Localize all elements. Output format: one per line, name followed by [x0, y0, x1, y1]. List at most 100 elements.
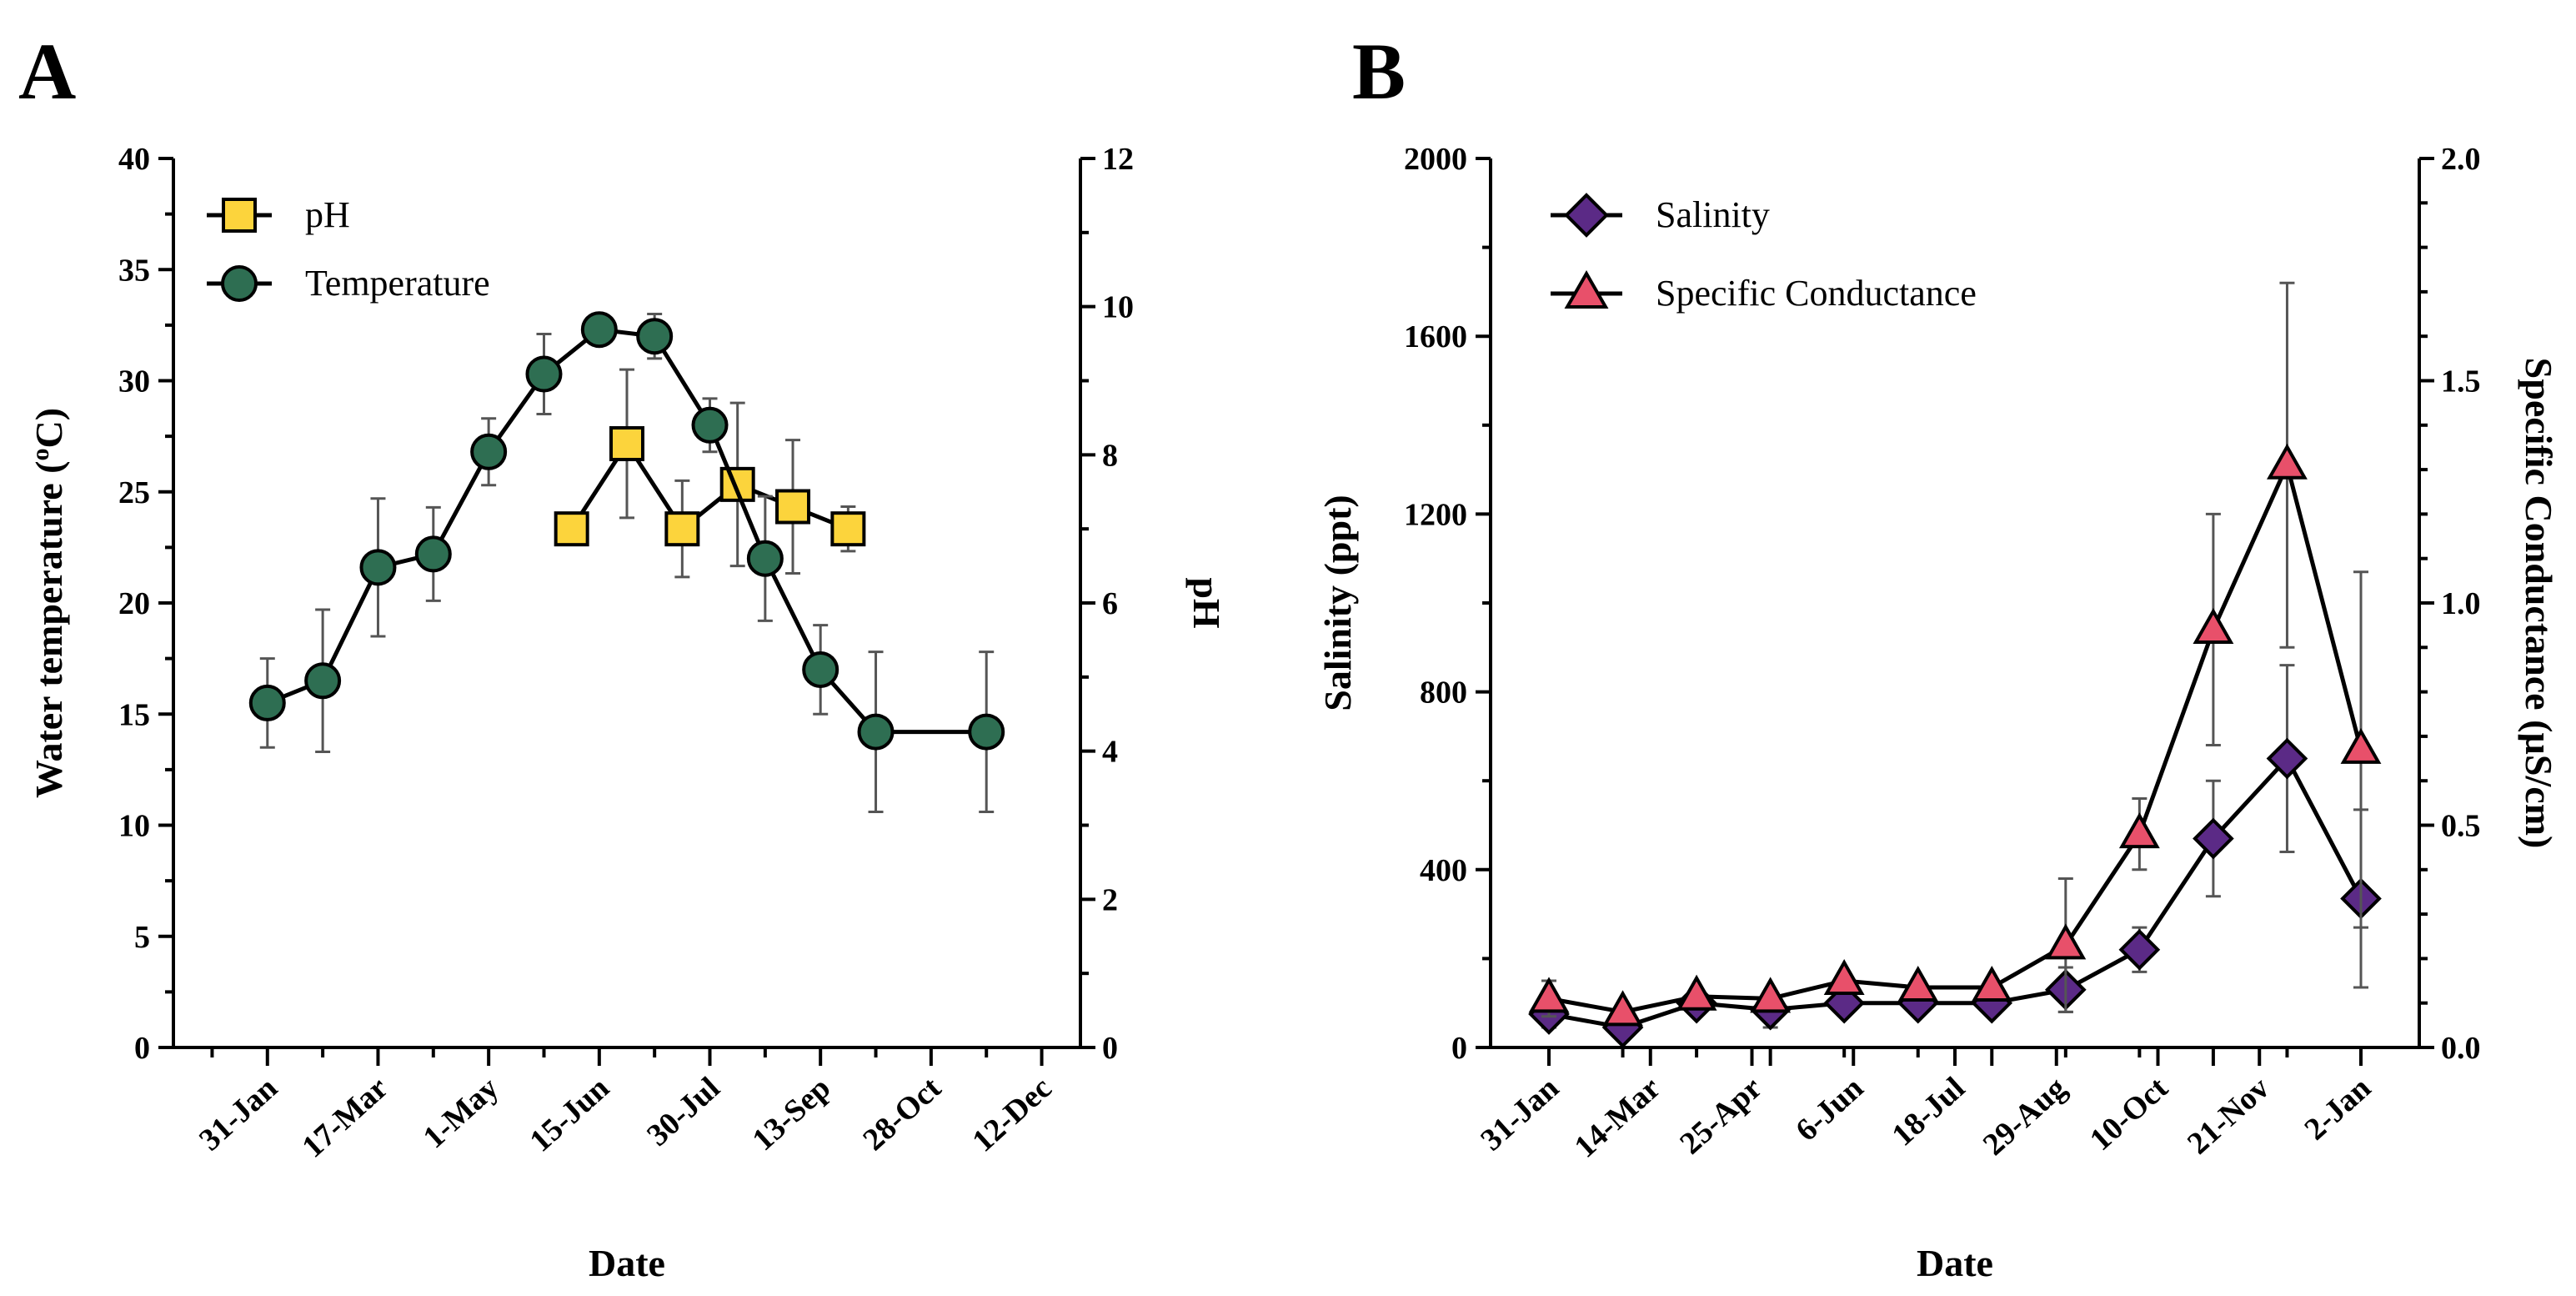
data-point: [1971, 965, 2012, 1002]
legend-ph-marker: [222, 198, 257, 233]
x-tick-label: 13-Sep: [746, 1070, 838, 1158]
y-tick-label: 1200: [1404, 497, 1467, 532]
legend-salinity-marker: [1564, 193, 1609, 238]
data-point: [691, 406, 729, 444]
data-point: [1676, 974, 1717, 1011]
panel-a-chart: A 0 5 10 15 20 25 30 35 40 0 2 4 6 8 10 12 31-Jan 17-Ma…: [18, 27, 1228, 1284]
y-tick-label: 25: [118, 475, 150, 510]
data-point: [304, 662, 342, 700]
data-point: [664, 511, 700, 547]
y-tick-label: 10: [118, 809, 150, 844]
legend-salinity-label: Salinity: [1656, 194, 1770, 235]
x-tick-label: 1-May: [417, 1070, 506, 1155]
y-tick-label: 35: [118, 253, 150, 288]
x-tick-label: 17-Mar: [295, 1070, 394, 1164]
panel-b-x-ticks: 31-Jan 14-Mar 25-Apr 6-Jun 18-Jul 29-Aug 10-Oc…: [1474, 1047, 2378, 1165]
data-point: [1602, 990, 1643, 1027]
panel-b-legend: Salinity Specific Conductance: [1551, 193, 1977, 314]
panel-b-y-axis-title: Salinity (ppt): [1316, 495, 1359, 711]
x-tick-label: 21-Nov: [2181, 1070, 2276, 1161]
y-tick-label: 20: [118, 586, 150, 621]
data-point: [2267, 443, 2308, 480]
legend-temperature-label: Temperature: [305, 263, 490, 304]
panel-b-x-axis-title: Date: [1917, 1242, 1993, 1284]
y-tick-label: 30: [118, 364, 150, 399]
data-point: [2118, 928, 2161, 971]
data-point: [248, 684, 286, 721]
y2-tick-label: 0.5: [2441, 809, 2481, 844]
panel-a-y2-axis-title: pH: [1185, 577, 1228, 629]
x-tick-label: 2-Jan: [2298, 1070, 2378, 1147]
y2-tick-label: 2: [1102, 882, 1118, 917]
series-specific-conductance: [1528, 281, 2382, 1027]
data-point: [554, 511, 589, 547]
panel-a-series: [248, 311, 1005, 814]
x-tick-label: 31-Jan: [1474, 1070, 1566, 1158]
panel-b-letter: B: [1352, 27, 1406, 116]
y-tick-label: 2000: [1404, 142, 1467, 177]
y2-tick-label: 6: [1102, 586, 1118, 621]
data-point: [2193, 607, 2234, 644]
panel-a-legend: pH Temperature: [207, 194, 490, 304]
data-point: [359, 549, 397, 586]
panel-b-series: [1528, 281, 2382, 1048]
x-tick-label: 12-Dec: [965, 1070, 1058, 1158]
legend-specific-conductance-label: Specific Conductance: [1656, 273, 1977, 314]
data-point: [414, 535, 452, 573]
legend-specific-conductance-marker: [1564, 269, 1609, 309]
y2-tick-label: 1.5: [2441, 364, 2481, 399]
x-tick-label: 30-Jul: [640, 1070, 726, 1153]
x-tick-label: 25-Apr: [1673, 1070, 1768, 1161]
x-tick-label: 18-Jul: [1886, 1070, 1972, 1153]
panel-b-y-ticks: 0 400 800 1200 1600 2000: [1404, 142, 1491, 1066]
data-point: [830, 511, 866, 547]
y-tick-label: 0: [1451, 1031, 1467, 1066]
data-point: [802, 651, 839, 688]
x-tick-label: 10-Oct: [2083, 1070, 2175, 1158]
y2-tick-label: 2.0: [2441, 142, 2481, 177]
y-tick-label: 40: [118, 142, 150, 177]
panel-a-letter: A: [18, 27, 76, 116]
data-point: [609, 426, 644, 462]
panel-b-chart: B 0 400 800 1200 1600 2000 0.0 0.5 1.0 1.5 2.0 31…: [1316, 27, 2560, 1284]
y2-tick-label: 0: [1102, 1031, 1118, 1066]
data-point: [775, 489, 811, 525]
x-tick-label: 31-Jan: [193, 1070, 284, 1158]
series-ph: [554, 368, 866, 579]
legend-ph-label: pH: [305, 194, 350, 235]
y2-tick-label: 12: [1102, 142, 1134, 177]
y-tick-label: 1600: [1404, 319, 1467, 354]
data-point: [2118, 812, 2160, 849]
data-point: [746, 540, 784, 577]
y2-tick-label: 1.0: [2441, 586, 2481, 621]
x-tick-label: 28-Oct: [856, 1070, 948, 1158]
data-point: [525, 355, 563, 393]
panel-b-y2-axis-title: Specific Conductance (µS/cm): [2518, 358, 2560, 849]
y-tick-label: 0: [134, 1031, 150, 1066]
data-point: [2340, 727, 2382, 764]
data-point: [2045, 923, 2087, 960]
panel-a-y-axis-title: Water temperature (oC): [27, 408, 71, 798]
y-tick-label: 800: [1420, 676, 1467, 711]
y-tick-label: 400: [1420, 853, 1467, 888]
data-point: [636, 318, 674, 355]
panel-a-y-ticks: 0 5 10 15 20 25 30 35 40: [118, 142, 173, 1066]
y-tick-label: 5: [134, 920, 150, 955]
x-tick-label: 29-Aug: [1977, 1070, 2073, 1162]
y2-tick-label: 4: [1102, 735, 1118, 770]
series-temperature: [248, 311, 1005, 814]
y2-tick-label: 8: [1102, 438, 1118, 473]
y-tick-label: 15: [118, 697, 150, 732]
data-point: [968, 713, 1005, 751]
data-point: [580, 311, 618, 349]
data-point: [470, 433, 508, 470]
data-point: [1750, 977, 1792, 1013]
x-tick-label: 6-Jun: [1789, 1070, 1870, 1148]
y2-tick-label: 0.0: [2441, 1031, 2481, 1066]
data-point: [2266, 737, 2308, 780]
data-point: [1897, 965, 1939, 1002]
y2-tick-label: 10: [1102, 290, 1134, 325]
data-point: [857, 713, 895, 751]
x-tick-label: 14-Mar: [1568, 1070, 1667, 1164]
